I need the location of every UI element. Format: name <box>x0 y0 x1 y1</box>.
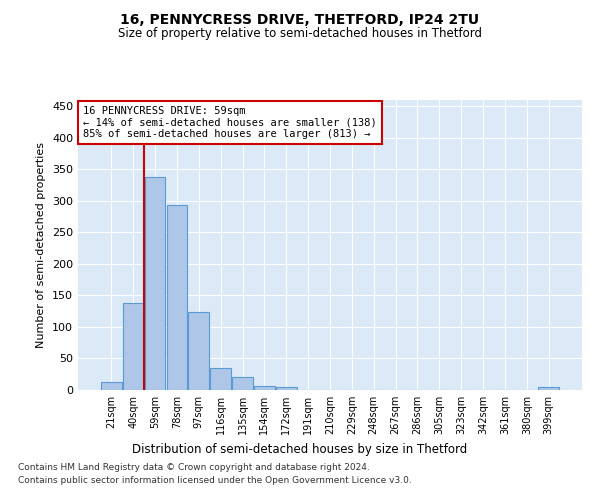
Bar <box>188 312 209 390</box>
Bar <box>254 386 275 390</box>
Bar <box>145 177 166 390</box>
Bar <box>101 382 122 390</box>
Bar <box>167 206 187 390</box>
Text: Contains HM Land Registry data © Crown copyright and database right 2024.: Contains HM Land Registry data © Crown c… <box>18 464 370 472</box>
Text: 16, PENNYCRESS DRIVE, THETFORD, IP24 2TU: 16, PENNYCRESS DRIVE, THETFORD, IP24 2TU <box>121 12 479 26</box>
Bar <box>538 388 559 390</box>
Bar <box>232 378 253 390</box>
Text: Distribution of semi-detached houses by size in Thetford: Distribution of semi-detached houses by … <box>133 442 467 456</box>
Bar <box>276 388 296 390</box>
Bar <box>210 368 231 390</box>
Bar <box>123 303 143 390</box>
Y-axis label: Number of semi-detached properties: Number of semi-detached properties <box>37 142 46 348</box>
Text: Contains public sector information licensed under the Open Government Licence v3: Contains public sector information licen… <box>18 476 412 485</box>
Text: 16 PENNYCRESS DRIVE: 59sqm
← 14% of semi-detached houses are smaller (138)
85% o: 16 PENNYCRESS DRIVE: 59sqm ← 14% of semi… <box>83 106 377 139</box>
Text: Size of property relative to semi-detached houses in Thetford: Size of property relative to semi-detach… <box>118 28 482 40</box>
